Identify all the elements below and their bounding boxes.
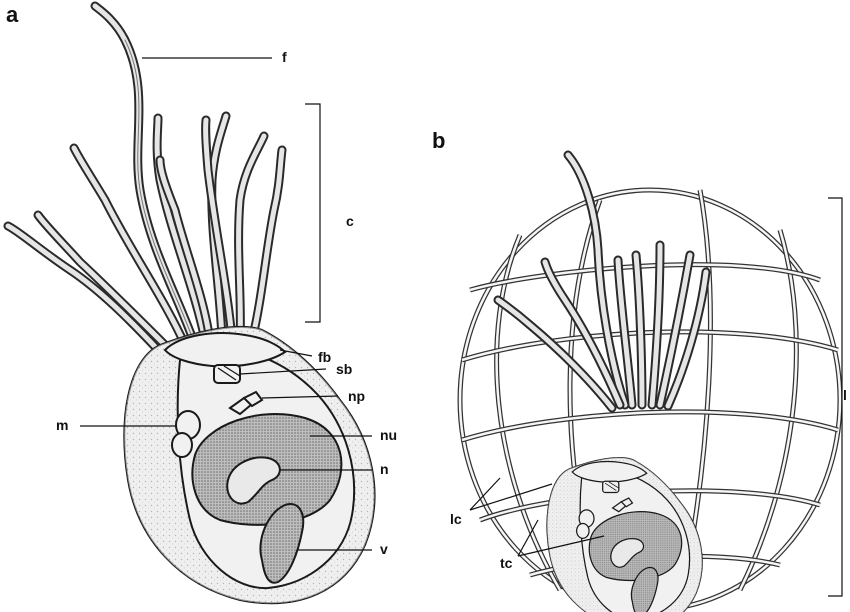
panel-b-cilia [493,150,711,413]
label-f: f [282,49,287,65]
label-fb: fb [318,349,331,365]
label-sb: sb [336,361,352,377]
lorica-cage [457,187,843,612]
panel-a-cilia [3,1,287,357]
label-nu: nu [380,427,397,443]
label-l: l [843,387,847,403]
panel-label-b: b [432,128,445,153]
label-tc: tc [500,555,513,571]
panel-b-leaders [469,197,843,597]
label-m: m [56,417,68,433]
label-v: v [380,541,388,557]
label-lc: lc [450,511,462,527]
label-n: n [380,461,389,477]
panel-b-cell [546,457,703,612]
label-c: c [346,213,354,229]
panel-label-a: a [6,2,19,27]
label-np: np [348,388,365,404]
panel-a-leaders [80,57,372,551]
